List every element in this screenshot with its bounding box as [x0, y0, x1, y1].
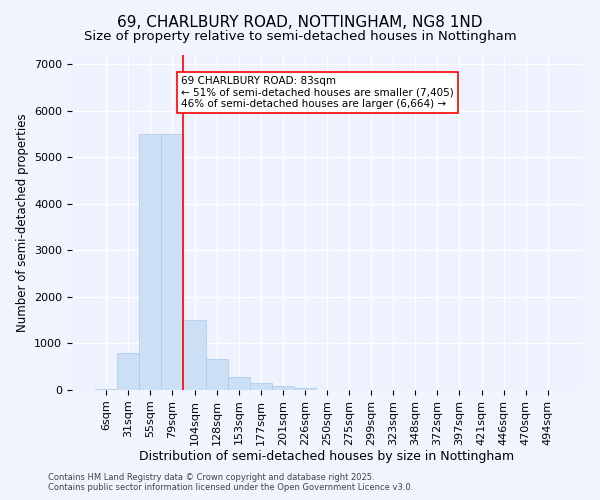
- X-axis label: Distribution of semi-detached houses by size in Nottingham: Distribution of semi-detached houses by …: [139, 450, 515, 464]
- Text: 69 CHARLBURY ROAD: 83sqm
← 51% of semi-detached houses are smaller (7,405)
46% o: 69 CHARLBURY ROAD: 83sqm ← 51% of semi-d…: [181, 76, 454, 109]
- Text: Contains HM Land Registry data © Crown copyright and database right 2025.
Contai: Contains HM Land Registry data © Crown c…: [48, 473, 413, 492]
- Text: 69, CHARLBURY ROAD, NOTTINGHAM, NG8 1ND: 69, CHARLBURY ROAD, NOTTINGHAM, NG8 1ND: [117, 15, 483, 30]
- Bar: [95, 388, 117, 390]
- Bar: [161, 134, 184, 390]
- Bar: [272, 386, 294, 390]
- Bar: [139, 134, 161, 390]
- Bar: [227, 377, 250, 390]
- Bar: [184, 320, 206, 390]
- Bar: [250, 383, 272, 390]
- Bar: [206, 360, 227, 390]
- Bar: [294, 388, 316, 390]
- Y-axis label: Number of semi-detached properties: Number of semi-detached properties: [16, 113, 29, 332]
- Text: Size of property relative to semi-detached houses in Nottingham: Size of property relative to semi-detach…: [83, 30, 517, 43]
- Bar: [117, 353, 139, 390]
